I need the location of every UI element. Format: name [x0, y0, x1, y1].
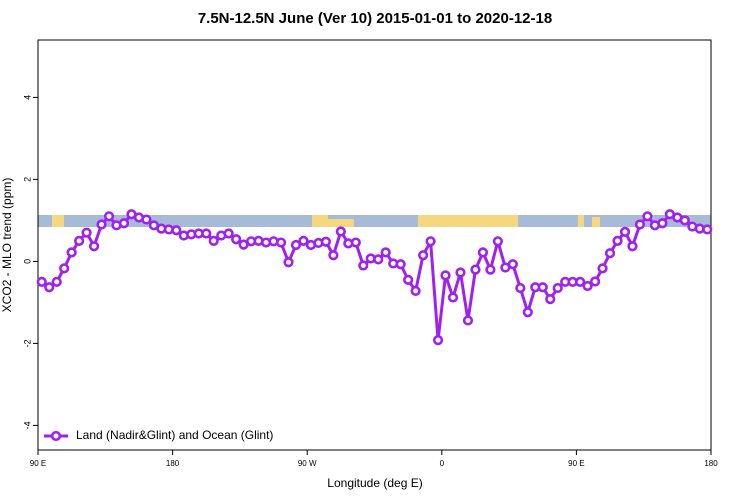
data-point [477, 247, 489, 258]
y-tick-label: 2 [22, 177, 32, 182]
data-point [320, 236, 331, 247]
data-point [74, 235, 85, 246]
data-point [642, 211, 653, 222]
data-point [589, 276, 601, 287]
data-point [373, 254, 384, 265]
data-point [545, 294, 556, 305]
land-patch [312, 215, 328, 227]
data-point [522, 307, 533, 318]
data-point [432, 335, 444, 346]
data-point [201, 228, 212, 239]
data-point [447, 292, 459, 303]
data-point [455, 267, 466, 278]
data-line [40, 212, 708, 341]
data-point [537, 282, 548, 293]
y-tick-label: -2 [22, 339, 32, 347]
data-point [515, 282, 526, 294]
data-point [395, 259, 406, 270]
y-tick-label: 4 [22, 95, 32, 100]
plot-frame [37, 39, 712, 451]
x-tick-label: 0 [440, 459, 445, 468]
y-axis-label: XCO2 - MLO trend (ppm) [0, 178, 14, 313]
y-tick-label: -4 [22, 421, 32, 429]
x-tick-label: 90 E [568, 459, 584, 468]
data-point [425, 236, 436, 247]
data-point [36, 276, 47, 288]
data-point [657, 218, 668, 229]
data-point [358, 260, 369, 271]
data-point [51, 276, 62, 288]
data-point [619, 226, 631, 237]
data-point [66, 247, 77, 258]
data-point [171, 225, 182, 236]
x-tick-label: 90 E [30, 459, 46, 468]
data-point [208, 235, 219, 246]
land-patch [328, 219, 354, 227]
data-point [470, 264, 481, 275]
x-tick-label: 180 [166, 459, 180, 468]
land-patch [592, 217, 600, 227]
data-point [612, 235, 623, 246]
data-point [275, 237, 287, 248]
data-point [552, 282, 563, 294]
data-point [290, 239, 302, 251]
data-point [328, 250, 339, 261]
data-point [702, 224, 713, 235]
data-point [462, 315, 474, 326]
data-point [492, 236, 503, 247]
data-point [231, 234, 242, 245]
data-point [634, 219, 646, 230]
x-axis-label: Longitude (deg E) [327, 476, 422, 490]
land-patch [418, 215, 518, 227]
land-patch [52, 215, 64, 227]
data-point [223, 228, 234, 239]
data-point [283, 257, 294, 268]
data-point [88, 241, 100, 252]
data-point [582, 280, 593, 292]
data-point [298, 235, 309, 246]
data-point [418, 250, 429, 261]
data-point [507, 259, 518, 270]
data-point [627, 241, 638, 252]
data-point [81, 227, 92, 238]
data-point [485, 264, 496, 275]
legend-marker [50, 430, 62, 442]
land-patch [578, 215, 584, 227]
chart-title: 7.5N-12.5N June (Ver 10) 2015-01-01 to 2… [198, 10, 552, 27]
data-point [141, 214, 152, 225]
data-point [350, 237, 361, 248]
data-point [59, 263, 70, 274]
data-point [96, 219, 107, 230]
data-point [440, 270, 451, 281]
data-point [575, 276, 586, 288]
map-strip [38, 215, 711, 227]
x-tick-label: 180 [704, 459, 718, 468]
legend-label: Land (Nadir&Glint) and Ocean (Glint) [76, 428, 273, 442]
data-point [410, 285, 421, 297]
data-point [679, 215, 690, 226]
data-point [335, 226, 346, 237]
data-point [380, 247, 391, 258]
x-tick-label: 90 W [298, 459, 317, 468]
data-point [118, 218, 130, 229]
y-tick-label: 0 [22, 259, 32, 264]
data-point [604, 248, 616, 259]
data-point [403, 274, 414, 285]
data-point [44, 282, 55, 293]
data-point [597, 263, 608, 274]
ocean-band [38, 215, 711, 227]
data-point [103, 211, 115, 222]
